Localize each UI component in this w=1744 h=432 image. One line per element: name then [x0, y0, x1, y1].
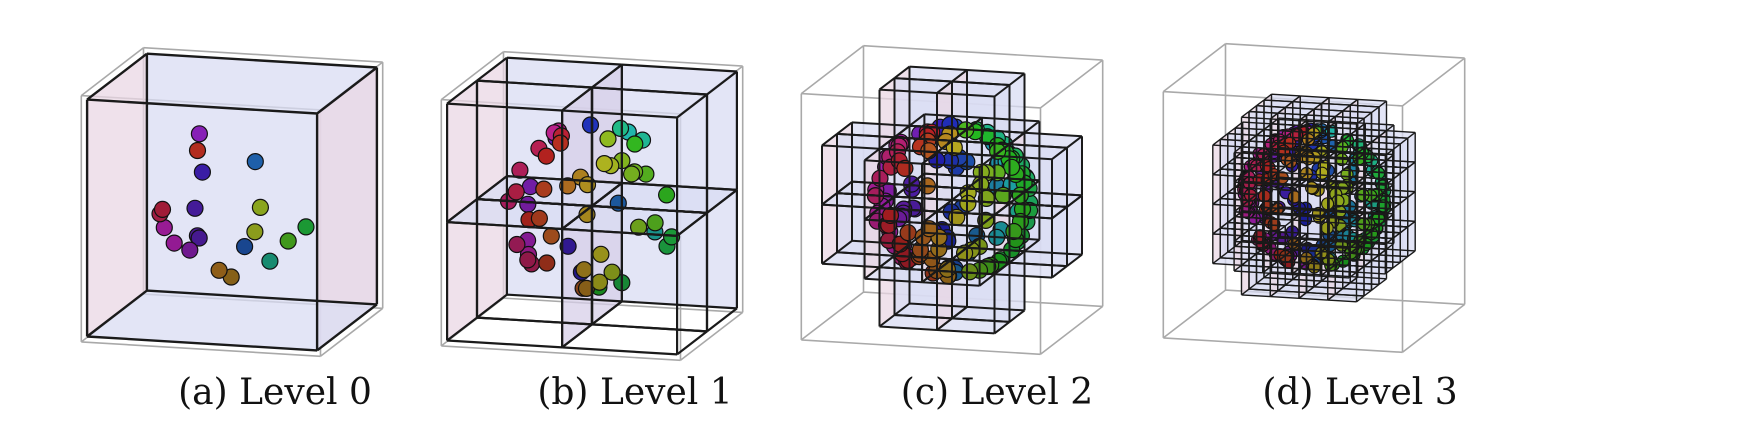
- box-side-face: [1212, 228, 1221, 264]
- box-bottom-face: [1356, 266, 1393, 274]
- particle: [193, 163, 211, 181]
- particle: [603, 263, 621, 281]
- particle: [581, 116, 600, 134]
- particle: [188, 141, 207, 160]
- caption-label: (b): [537, 372, 589, 413]
- particle: [542, 227, 560, 245]
- box-side-face: [1212, 139, 1221, 175]
- particle: [622, 165, 641, 183]
- caption-level-1: (b) Level 1: [455, 372, 815, 413]
- particle: [507, 183, 525, 201]
- particle: [251, 198, 269, 216]
- cube-edges: [85, 52, 379, 352]
- particle: [1002, 158, 1021, 176]
- particle: [297, 218, 315, 236]
- right-face: [317, 67, 377, 351]
- particle: [246, 153, 264, 171]
- box-side-face: [822, 193, 837, 264]
- particle: [551, 134, 570, 152]
- particle: [519, 251, 537, 269]
- particle: [629, 218, 648, 236]
- particle-cloud: [499, 116, 681, 297]
- cell-edges: [921, 151, 996, 228]
- cell-edges: [1319, 151, 1358, 190]
- particle: [646, 214, 664, 232]
- particle: [181, 241, 199, 259]
- box-bottom-face: [1327, 294, 1364, 302]
- particle: [559, 237, 577, 255]
- particle: [592, 245, 610, 263]
- particle: [261, 252, 279, 270]
- particle: [210, 261, 228, 279]
- particle: [595, 155, 613, 173]
- particle: [1315, 166, 1329, 180]
- particle: [626, 135, 644, 153]
- particle: [186, 199, 204, 217]
- caption-title: Level 1: [599, 372, 733, 413]
- particle: [538, 254, 556, 272]
- particle: [575, 261, 593, 279]
- particle: [535, 180, 553, 198]
- box-side-face: [1212, 198, 1221, 234]
- particle: [1301, 133, 1316, 147]
- caption-level-3: (d) Level 3: [1180, 372, 1540, 413]
- box-bottom-face: [994, 262, 1067, 278]
- particle: [511, 161, 529, 179]
- particle: [246, 223, 264, 241]
- caption-label: (d): [1262, 372, 1314, 413]
- caption-title: Level 0: [239, 372, 372, 413]
- panel-level-2: [800, 44, 1104, 356]
- box-side-face: [879, 78, 895, 149]
- caption-title: Level 2: [960, 372, 1094, 413]
- particle: [955, 244, 974, 262]
- caption-title: Level 3: [1324, 372, 1458, 413]
- box-bottom-face: [879, 315, 952, 330]
- particle: [236, 238, 254, 256]
- panel-level-0: [80, 46, 384, 358]
- box-side-face: [1234, 146, 1242, 183]
- particle: [899, 224, 917, 242]
- particle-cloud: [151, 125, 315, 286]
- particle: [611, 119, 630, 137]
- particle: [190, 229, 208, 247]
- panel-level-3: [1162, 42, 1466, 354]
- caption-label: (a): [178, 372, 228, 413]
- left-face: [87, 53, 147, 337]
- caption-level-0: (a) Level 0: [95, 372, 455, 413]
- particle: [530, 209, 549, 227]
- box-bottom-face: [864, 267, 937, 283]
- particle: [153, 200, 172, 218]
- octant-edges: [590, 63, 738, 214]
- particle: [537, 147, 555, 165]
- particle: [977, 189, 996, 207]
- particle: [657, 186, 676, 204]
- box-side-face: [822, 133, 837, 205]
- particle: [508, 235, 526, 254]
- particle: [165, 234, 183, 252]
- particle: [190, 125, 208, 143]
- caption-label: (c): [900, 372, 950, 413]
- particle: [519, 195, 537, 213]
- particle: [599, 130, 617, 148]
- panel-level-1: [440, 50, 744, 362]
- particle: [559, 177, 577, 195]
- box-side-face: [1212, 169, 1221, 205]
- box-bottom-face: [937, 318, 1010, 334]
- bottom-face: [87, 290, 377, 351]
- particle: [662, 228, 681, 246]
- particle: [1301, 152, 1316, 166]
- particle: [279, 232, 297, 250]
- caption-level-2: (c) Level 2: [817, 372, 1177, 413]
